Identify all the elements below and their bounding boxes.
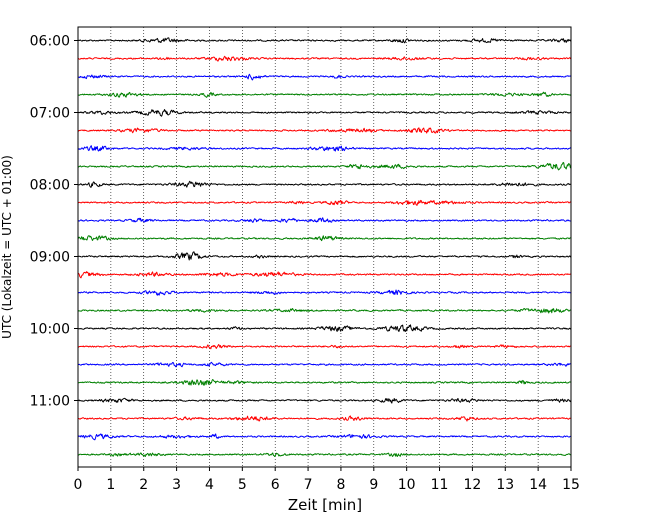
seismic-traces — [77, 37, 572, 457]
trace-line — [77, 289, 572, 296]
trace-line — [77, 271, 572, 279]
x-tick-label: 2 — [139, 477, 148, 493]
trace-line — [77, 415, 572, 422]
y-tick-label: 06:00 — [30, 34, 70, 50]
x-tick-label: 13 — [496, 477, 514, 493]
y-axis-label: UTC (Lokalzeit = UTC + 01:00) — [0, 155, 14, 339]
trace-line — [77, 452, 572, 457]
trace-line — [77, 73, 572, 81]
y-tick-label: 09:00 — [30, 250, 70, 266]
x-tick-label: 8 — [336, 477, 345, 493]
y-axis-ticks: 06:00 07:00 08:00 09:00 10:00 11:00 — [30, 34, 78, 410]
trace-line — [77, 379, 572, 386]
x-tick-label: 0 — [74, 477, 83, 493]
x-tick-label: 7 — [304, 477, 313, 493]
vertical-grid — [110, 27, 539, 467]
x-tick-label: 10 — [398, 477, 416, 493]
x-tick-label: 1 — [106, 477, 115, 493]
trace-line — [77, 91, 572, 98]
trace-line — [77, 361, 572, 368]
trace-line — [77, 127, 572, 134]
trace-line — [77, 308, 572, 314]
x-axis-label: Zeit [min] — [288, 496, 362, 514]
x-tick-label: 14 — [529, 477, 547, 493]
trace-line — [77, 199, 572, 206]
x-tick-label: 12 — [463, 477, 481, 493]
x-tick-label: 15 — [562, 477, 580, 493]
trace-line — [77, 344, 572, 350]
trace-line — [77, 433, 572, 441]
trace-line — [77, 145, 572, 152]
trace-line — [77, 109, 572, 117]
plot-frame — [77, 26, 572, 468]
x-tick-label: 4 — [205, 477, 214, 493]
trace-line — [77, 180, 572, 188]
trace-line — [77, 217, 572, 223]
x-axis-ticks: 0 1 2 3 4 5 6 7 8 9 10 11 12 13 14 15 — [74, 467, 580, 493]
trace-line — [77, 251, 572, 261]
x-tick-label: 11 — [431, 477, 449, 493]
y-tick-label: 11:00 — [30, 394, 70, 410]
trace-line — [77, 235, 572, 242]
trace-line — [77, 397, 572, 404]
y-tick-label: 08:00 — [30, 178, 70, 194]
y-tick-label: 07:00 — [30, 106, 70, 122]
y-tick-label: 10:00 — [30, 322, 70, 338]
trace-line — [77, 324, 572, 332]
x-tick-label: 3 — [172, 477, 181, 493]
x-tick-label: 9 — [369, 477, 378, 493]
trace-line — [77, 161, 572, 171]
trace-line — [77, 37, 572, 44]
x-tick-label: 6 — [271, 477, 280, 493]
trace-line — [77, 55, 572, 62]
x-tick-label: 5 — [238, 477, 247, 493]
